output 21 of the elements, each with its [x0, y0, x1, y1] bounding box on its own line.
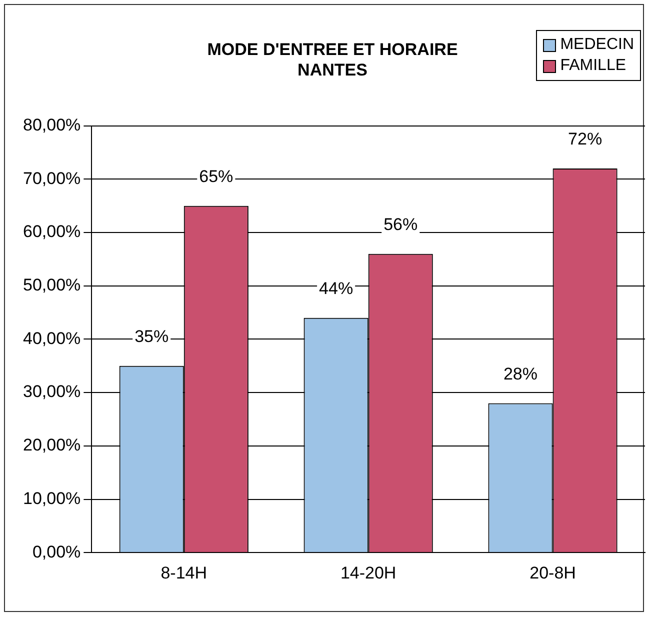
- x-tick-label: 20-8H: [530, 563, 576, 582]
- y-tick-label: 80,00%: [22, 115, 81, 134]
- legend-label: FAMILLE: [560, 57, 626, 75]
- legend-label: MEDECIN: [560, 36, 634, 54]
- chart-title: MODE D'ENTREE ET HORAIRE NANTES: [207, 40, 458, 80]
- data-label: 72%: [568, 130, 602, 149]
- y-tick-label: 0,00%: [32, 542, 81, 562]
- y-tick-label: 50,00%: [22, 276, 81, 295]
- data-label: 28%: [503, 364, 538, 384]
- x-tick-label: 14-20H: [340, 563, 396, 582]
- y-tick-label: 70,00%: [22, 168, 81, 188]
- data-label: 44%: [319, 279, 354, 298]
- y-tick-label: 30,00%: [22, 382, 81, 402]
- y-tick-label: 60,00%: [22, 222, 81, 242]
- y-tick-label: 20,00%: [22, 436, 81, 455]
- data-label: 35%: [134, 327, 169, 346]
- data-label: 56%: [384, 215, 418, 234]
- data-label: 65%: [199, 167, 234, 186]
- y-tick-label: 10,00%: [22, 488, 81, 508]
- y-tick-label: 40,00%: [22, 328, 81, 348]
- x-tick-label: 8-14H: [160, 563, 208, 582]
